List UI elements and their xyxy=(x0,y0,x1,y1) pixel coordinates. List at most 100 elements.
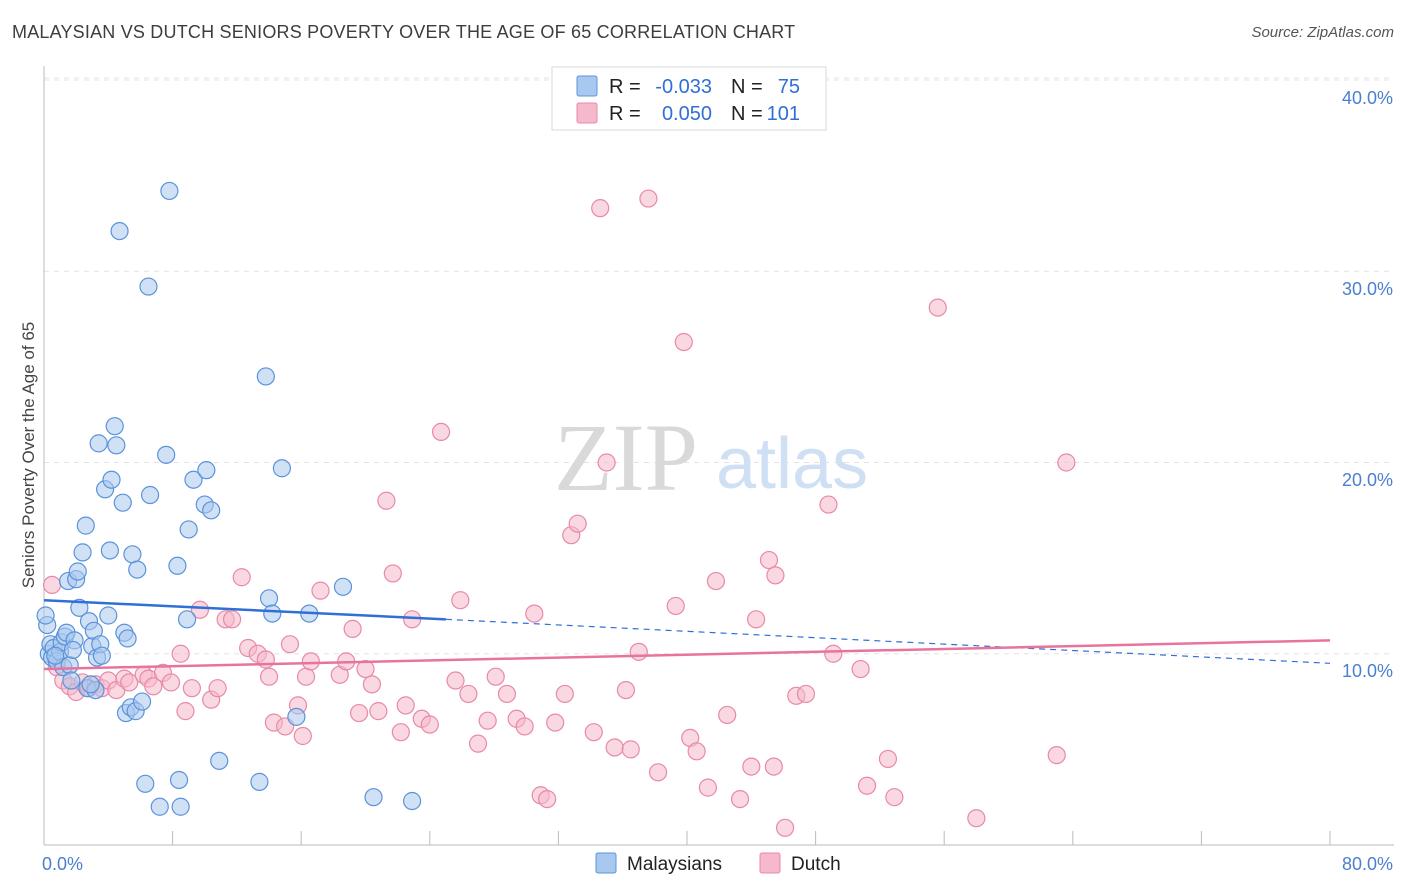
dutch-point-52 xyxy=(420,715,439,734)
malaysian-point-46 xyxy=(139,277,158,296)
dutch-point-86 xyxy=(730,789,750,809)
bottom-legend-label-dutch: Dutch xyxy=(791,854,841,875)
legend-swatch-dutch xyxy=(576,102,598,124)
legend-box: R = -0.033 N = 75 R = 0.050 N = 101 xyxy=(551,66,827,131)
malaysian-point-58 xyxy=(197,461,216,480)
dutch-point-103 xyxy=(1047,746,1066,765)
dutch-trend-line xyxy=(43,639,1331,671)
malaysian-point-18 xyxy=(73,543,92,562)
dutch-point-97 xyxy=(851,659,870,679)
malaysian-point-47 xyxy=(140,485,160,505)
dutch-point-74 xyxy=(616,680,636,700)
malaysian-point-30 xyxy=(99,606,118,625)
bottom-legend-label-malaysians: Malaysians xyxy=(627,854,722,875)
dutch-point-60 xyxy=(497,684,517,704)
y-tick-label-20: 20.0% xyxy=(1342,470,1393,490)
axes xyxy=(43,66,1394,846)
malaysian-point-51 xyxy=(168,556,187,575)
dutch-point-30 xyxy=(259,667,279,686)
malaysian-point-36 xyxy=(113,493,132,512)
dutch-point-95 xyxy=(819,495,838,514)
dutch-point-72 xyxy=(597,453,616,472)
dutch-point-12 xyxy=(120,673,139,692)
dutch-point-104 xyxy=(1057,453,1076,472)
malaysian-point-16 xyxy=(68,562,87,581)
legend-n-value-1: 75 xyxy=(778,76,800,98)
dutch-point-55 xyxy=(451,591,470,610)
dutch-point-73 xyxy=(605,738,624,757)
dutch-points xyxy=(42,189,1076,837)
dutch-point-45 xyxy=(369,702,388,721)
dutch-point-15 xyxy=(144,677,163,696)
dutch-point-85 xyxy=(718,705,737,725)
dutch-point-88 xyxy=(747,610,766,629)
malaysian-trend-extension xyxy=(445,618,1331,664)
malaysian-point-61 xyxy=(250,772,269,791)
malaysian-point-50 xyxy=(160,181,179,201)
dutch-point-94 xyxy=(796,684,816,704)
dutch-point-19 xyxy=(176,702,195,721)
dutch-point-79 xyxy=(666,596,685,616)
malaysian-point-43 xyxy=(128,560,147,579)
malaysian-point-32 xyxy=(102,470,121,489)
dutch-point-89 xyxy=(759,550,779,570)
malaysian-point-41 xyxy=(123,545,142,564)
dutch-point-87 xyxy=(742,757,761,776)
malaysian-point-55 xyxy=(179,520,198,539)
dutch-point-80 xyxy=(674,332,693,352)
bottom-legend-swatch-dutch xyxy=(759,852,781,874)
malaysian-point-70 xyxy=(36,606,55,625)
malaysian-points xyxy=(36,181,422,816)
dutch-point-0 xyxy=(42,575,62,595)
y-axis-label: Seniors Poverty Over the Age of 65 xyxy=(19,322,38,588)
legend-n-label-2: N = xyxy=(731,103,763,125)
dutch-point-43 xyxy=(356,659,375,679)
dutch-point-25 xyxy=(222,610,242,629)
x-tick-label-min: 0.0% xyxy=(42,854,83,874)
malaysian-point-69 xyxy=(364,788,383,807)
malaysian-point-17 xyxy=(70,598,89,617)
dutch-point-36 xyxy=(296,667,316,686)
legend-swatch-malaysians xyxy=(576,75,598,97)
bottom-legend: Malaysians Dutch xyxy=(595,852,841,875)
dutch-point-70 xyxy=(584,723,603,742)
dutch-point-58 xyxy=(478,711,497,730)
dutch-point-56 xyxy=(459,684,478,704)
dutch-point-49 xyxy=(396,696,415,715)
malaysian-point-52 xyxy=(169,770,189,790)
x-tick-label-max: 80.0% xyxy=(1342,854,1393,874)
dutch-point-57 xyxy=(468,734,488,753)
malaysian-point-49 xyxy=(157,445,176,464)
source-credit: Source: ZipAtlas.com xyxy=(1251,24,1394,41)
malaysian-point-26 xyxy=(89,434,108,453)
watermark-atlas: atlas xyxy=(716,424,868,504)
malaysian-point-65 xyxy=(272,459,292,478)
malaysian-point-74 xyxy=(403,791,422,811)
malaysian-point-28 xyxy=(92,646,111,665)
malaysian-point-45 xyxy=(136,774,155,793)
dutch-point-100 xyxy=(885,788,904,807)
dutch-point-18 xyxy=(171,644,190,663)
dutch-point-98 xyxy=(857,776,877,795)
malaysian-point-31 xyxy=(100,541,120,560)
dutch-point-96 xyxy=(824,644,843,663)
dutch-point-101 xyxy=(928,298,947,317)
malaysian-point-71 xyxy=(46,646,65,665)
legend-r-label-1: R = xyxy=(609,76,641,98)
malaysian-point-68 xyxy=(333,577,353,596)
dutch-point-102 xyxy=(967,809,986,828)
dutch-point-67 xyxy=(555,684,574,704)
dutch-point-35 xyxy=(293,726,312,746)
malaysian-point-56 xyxy=(184,470,203,489)
dutch-point-90 xyxy=(764,757,783,776)
dutch-point-69 xyxy=(568,514,587,533)
malaysian-point-39 xyxy=(118,629,137,648)
malaysian-point-64 xyxy=(263,604,282,623)
legend-r-value-2: 0.050 xyxy=(662,103,712,125)
malaysian-point-12 xyxy=(60,656,79,675)
dutch-point-99 xyxy=(878,749,898,769)
bottom-legend-swatch-malaysians xyxy=(595,852,617,874)
dutch-point-63 xyxy=(525,604,544,623)
dutch-point-33 xyxy=(280,635,300,654)
